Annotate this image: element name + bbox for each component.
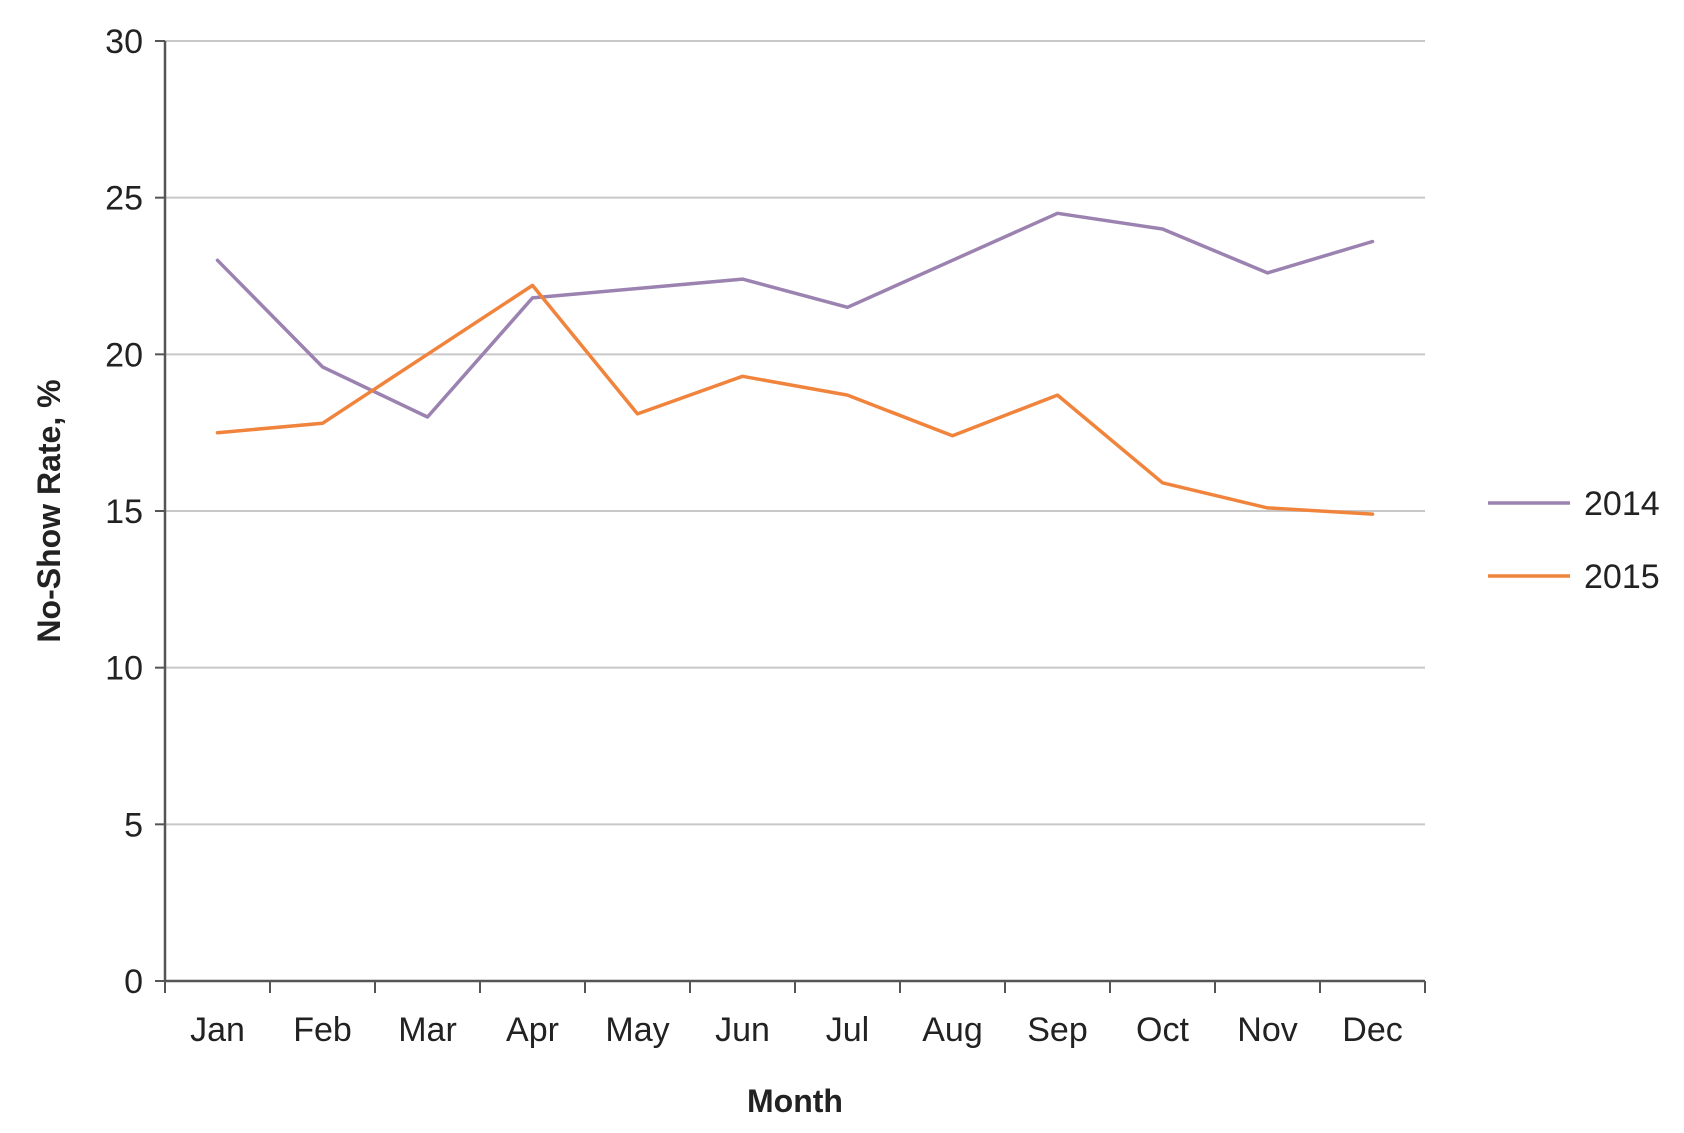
x-tick-label: Apr (506, 1011, 559, 1049)
y-tick-label: 5 (124, 806, 143, 844)
x-tick-label: Sep (1027, 1011, 1088, 1049)
x-tick-label: Aug (922, 1011, 983, 1049)
legend: 2014 2015 (1488, 485, 1660, 596)
x-tick-label: Jun (715, 1011, 770, 1049)
y-tick-label: 15 (105, 493, 143, 531)
y-axis-title: No-Show Rate, % (31, 379, 67, 642)
x-tick-labels: Jan Feb Mar Apr May Jun Jul Aug Sep Oct Nov Dec (190, 1011, 1403, 1049)
x-tick-label: Jan (190, 1011, 245, 1049)
x-tick-label: Jul (826, 1011, 869, 1049)
x-tick-label: Feb (293, 1011, 352, 1049)
series-lines (217, 213, 1372, 514)
y-tick-label: 20 (105, 336, 143, 374)
x-tick-label: Nov (1237, 1011, 1297, 1049)
x-tick-label: Mar (398, 1011, 457, 1049)
y-tick-labels: 0 5 10 15 20 25 30 (105, 23, 143, 1001)
y-tick-label: 10 (105, 650, 143, 688)
y-tick-label: 30 (105, 23, 143, 61)
legend-label-2015: 2015 (1584, 558, 1660, 596)
legend-label-2014: 2014 (1584, 485, 1660, 523)
y-tick-label: 0 (124, 963, 143, 1001)
x-tick-label: Oct (1136, 1011, 1189, 1049)
x-tick-label: May (605, 1011, 669, 1049)
y-tick-label: 25 (105, 180, 143, 218)
x-axis-title: Month (747, 1083, 843, 1119)
gridlines (165, 41, 1425, 824)
x-tick-label: Dec (1342, 1011, 1402, 1049)
axes (155, 41, 1425, 993)
